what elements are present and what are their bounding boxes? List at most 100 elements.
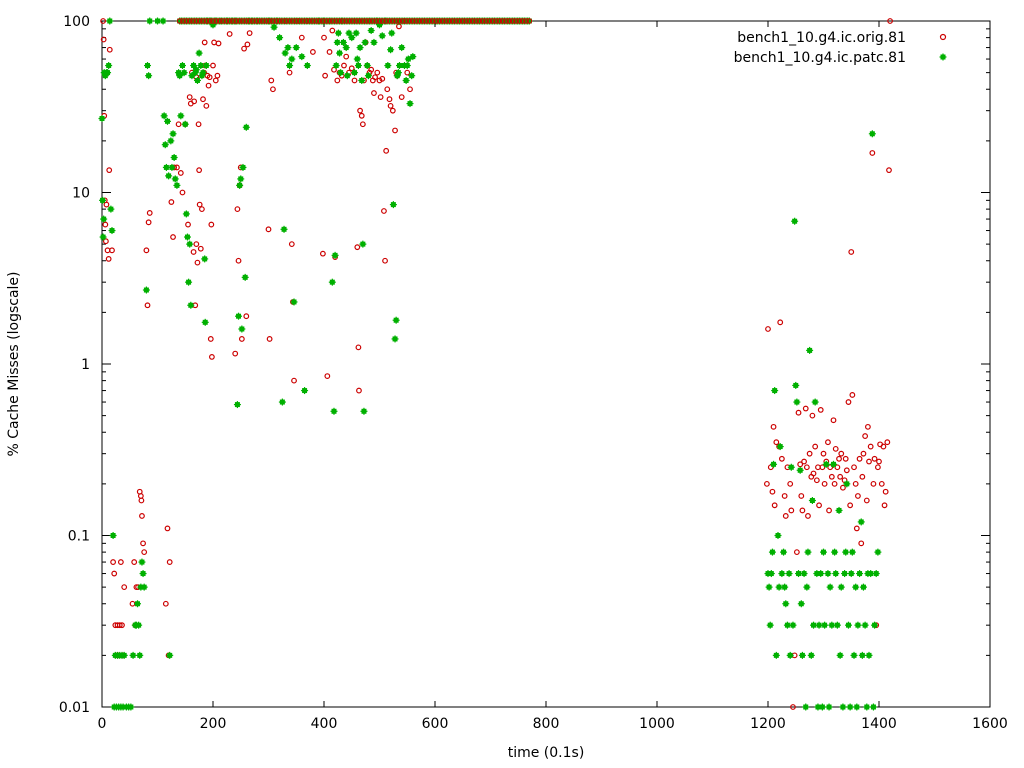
data-point-patc — [107, 205, 115, 213]
data-point-patc — [408, 72, 416, 80]
data-point-orig — [827, 464, 834, 471]
data-point-orig — [170, 234, 176, 240]
data-point-orig — [878, 480, 885, 487]
data-point-orig — [103, 201, 110, 208]
data-point-patc — [100, 215, 108, 223]
data-point-patc — [182, 210, 190, 218]
data-point-patc — [105, 62, 113, 70]
data-point-orig — [186, 94, 193, 100]
data-point-orig — [817, 406, 824, 413]
data-point-orig — [880, 443, 887, 450]
data-point-orig — [200, 96, 206, 103]
data-point-orig — [406, 18, 413, 24]
data-point-orig — [439, 18, 446, 24]
data-point-patc — [298, 53, 306, 61]
data-point-patc — [863, 703, 871, 711]
x-tick-label: 1200 — [750, 716, 786, 732]
data-point-patc — [98, 115, 106, 123]
data-point-orig — [214, 72, 221, 79]
data-point-orig — [466, 18, 473, 24]
grid-ticks — [101, 20, 991, 708]
data-point-patc — [843, 480, 851, 488]
data-point-patc — [237, 175, 245, 183]
data-point-patc — [842, 548, 850, 556]
data-point-orig — [357, 107, 363, 114]
data-point-patc — [129, 651, 137, 659]
data-point-orig — [519, 18, 526, 24]
data-point-patc — [776, 443, 784, 451]
data-point-orig — [858, 540, 865, 547]
data-point-orig — [303, 18, 310, 24]
data-point-orig — [834, 464, 841, 471]
data-point-orig — [176, 18, 183, 24]
data-point-orig — [194, 259, 201, 266]
data-point-patc — [238, 325, 246, 333]
data-point-patc — [781, 583, 789, 591]
data-point-patc — [168, 163, 176, 171]
data-point-orig — [353, 18, 360, 24]
data-point-patc — [177, 112, 185, 120]
data-point-orig — [329, 27, 336, 34]
data-point-patc — [844, 621, 852, 629]
data-point-orig — [206, 74, 213, 81]
data-point-patc — [808, 496, 816, 504]
data-point-patc — [235, 312, 243, 320]
data-point-patc — [284, 44, 292, 52]
data-point-orig — [506, 18, 513, 24]
data-point-patc — [192, 66, 200, 74]
data-point-patc — [791, 217, 799, 225]
data-point-orig — [456, 18, 463, 24]
legend-marker — [939, 53, 947, 61]
data-point-orig — [316, 18, 323, 24]
data-point-orig — [368, 66, 375, 73]
data-point-patc — [281, 49, 289, 57]
data-point-orig — [820, 450, 827, 457]
data-point-orig — [803, 464, 810, 471]
data-point-orig — [351, 77, 358, 84]
data-point-patc — [869, 703, 877, 711]
data-point-patc — [337, 69, 345, 77]
data-point-orig — [333, 18, 340, 24]
x-tick-label: 0 — [98, 716, 107, 732]
data-point-orig — [300, 18, 306, 24]
data-point-orig — [866, 458, 872, 465]
data-point-orig — [168, 199, 175, 205]
data-point-orig — [306, 18, 313, 24]
data-point-orig — [256, 18, 263, 24]
data-point-orig — [215, 40, 222, 47]
data-point-orig — [105, 256, 112, 262]
data-point-patc — [852, 583, 860, 591]
data-point-orig — [379, 18, 386, 24]
data-point-orig — [479, 18, 486, 24]
data-point-orig — [393, 18, 400, 24]
data-point-patc — [785, 570, 793, 578]
data-point-orig — [382, 257, 388, 264]
data-point-orig — [374, 69, 381, 76]
data-point-orig — [208, 221, 215, 228]
data-point-patc — [865, 651, 873, 659]
data-point-orig — [206, 18, 213, 24]
data-point-orig — [862, 433, 869, 439]
data-point-orig — [203, 18, 210, 24]
data-point-patc — [824, 570, 832, 578]
data-point-orig — [453, 18, 459, 24]
data-point-orig — [509, 18, 516, 24]
data-point-orig — [476, 18, 483, 24]
x-tick-label: 400 — [311, 716, 338, 732]
data-point-orig — [459, 18, 466, 24]
data-point-orig — [493, 18, 499, 24]
data-point-orig — [296, 18, 303, 24]
data-point-patc — [796, 466, 804, 474]
data-point-orig — [190, 18, 196, 24]
data-point-orig — [213, 18, 220, 24]
data-point-orig — [100, 36, 107, 43]
data-point-patc — [765, 583, 773, 591]
data-point-patc — [180, 69, 188, 77]
data-point-orig — [499, 18, 506, 24]
data-point-orig — [193, 18, 200, 24]
data-point-orig — [253, 18, 260, 24]
data-point-orig — [233, 18, 240, 24]
data-point-patc — [348, 34, 356, 42]
data-point-patc — [787, 463, 795, 471]
data-point-orig — [845, 399, 852, 405]
